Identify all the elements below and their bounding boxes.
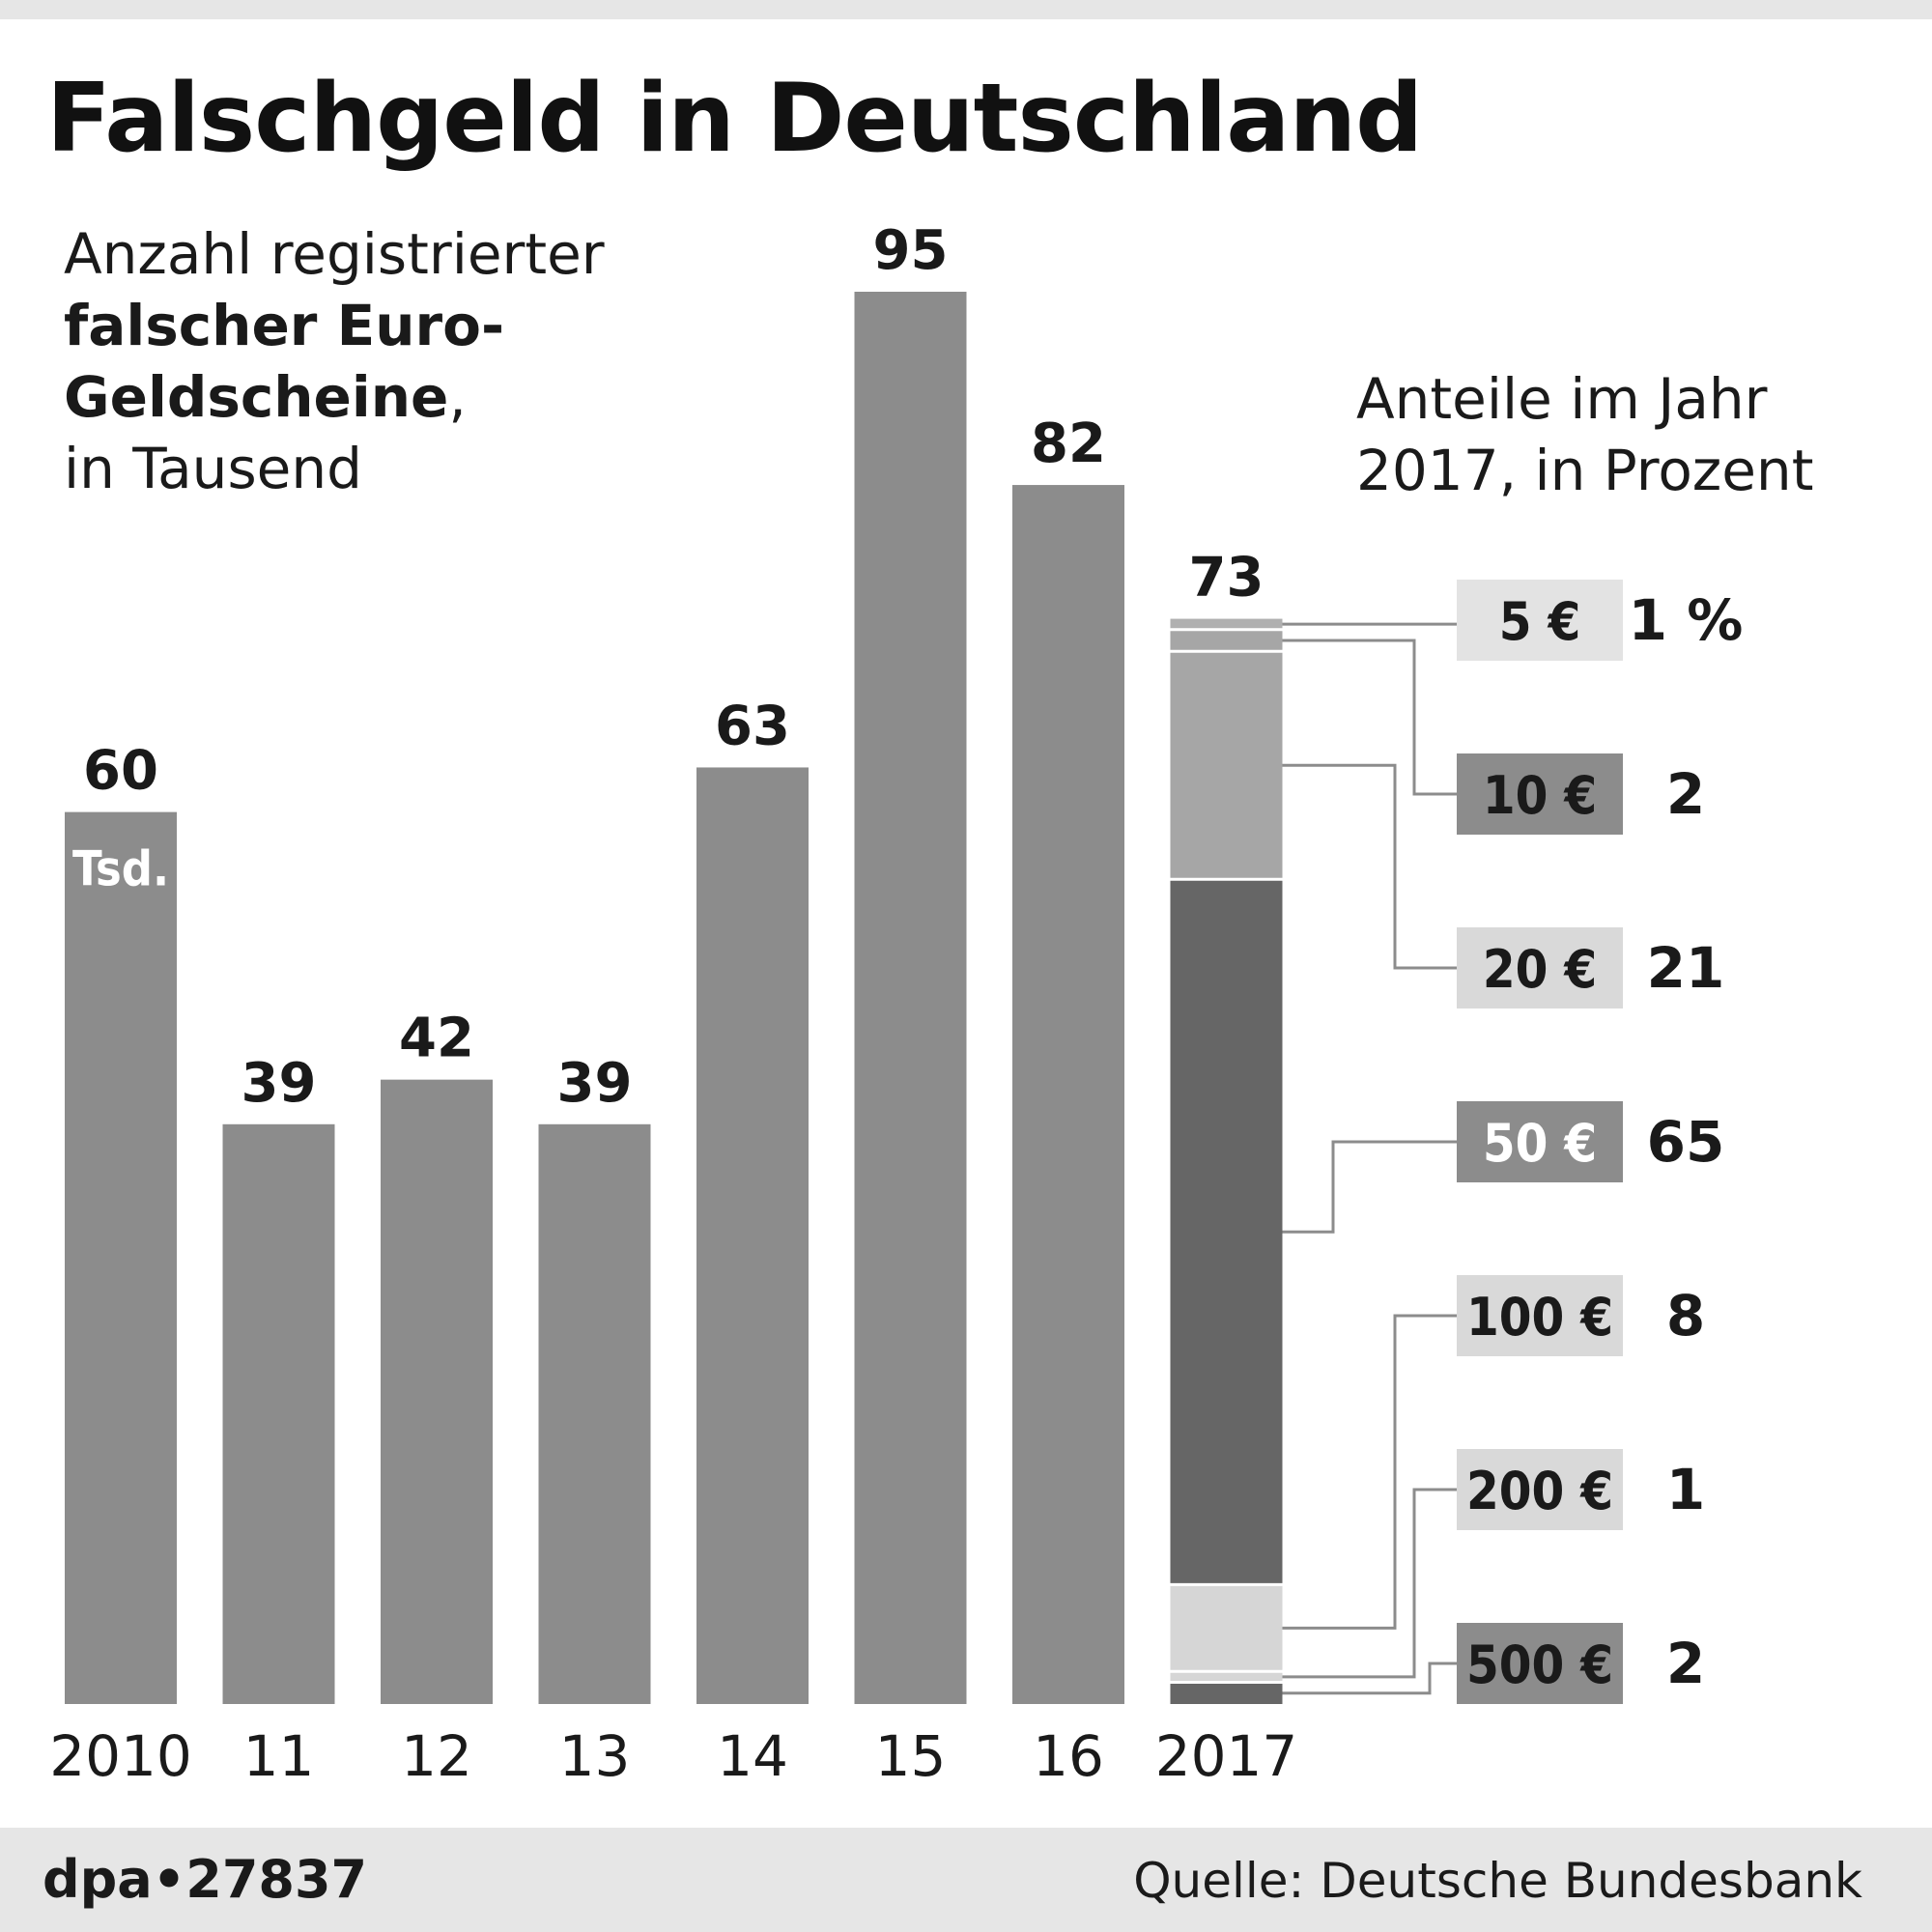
leader-line-3 <box>1282 1140 1457 1234</box>
percent-label-4: 8 <box>1666 1283 1705 1349</box>
bar-12 <box>381 1079 493 1704</box>
leader-line-5 <box>1282 1488 1457 1679</box>
denomination-label-1: 10 € <box>1483 765 1597 826</box>
percent-label-0: 1 % <box>1629 587 1744 653</box>
chart-title: Falschgeld in Deutschland <box>46 64 1423 174</box>
value-label-2010: 60 <box>83 740 158 803</box>
stack-segment-1 <box>1170 629 1283 652</box>
stack-segment-4 <box>1170 1584 1283 1672</box>
leader-line-1 <box>1282 639 1457 796</box>
subtitle-line-1: Anzahl registrierter <box>64 221 605 287</box>
percent-label-5: 1 <box>1666 1457 1705 1522</box>
denomination-label-5: 200 € <box>1466 1461 1613 1521</box>
category-label-16: 16 <box>1033 1723 1104 1789</box>
bar-13 <box>538 1123 651 1704</box>
stack-segment-0 <box>1170 618 1283 630</box>
shares-title: Anteile im Jahr 2017, in Prozent <box>1356 363 1813 506</box>
leader-line-6 <box>1282 1662 1457 1695</box>
subtitle-line-4: in Tausend <box>64 436 362 501</box>
percent-label-6: 2 <box>1666 1631 1705 1696</box>
footer-bar <box>0 1828 1932 1932</box>
percent-label-1: 2 <box>1666 761 1705 827</box>
category-label-14: 14 <box>717 1723 788 1789</box>
stacked-bar-2017 <box>1170 618 1283 1704</box>
category-label-15: 15 <box>875 1723 947 1789</box>
value-label-11: 39 <box>242 1052 317 1115</box>
denomination-label-0: 5 € <box>1499 591 1581 652</box>
bars-layer: 60 2010 Tsd. 39 11 42 12 39 13 63 14 95 15 82 16 73 2017 <box>49 219 1297 1789</box>
leader-line-4 <box>1282 1314 1457 1630</box>
value-label-14: 63 <box>715 695 790 757</box>
denomination-label-3: 50 € <box>1483 1113 1597 1174</box>
denomination-box-3 <box>1457 1101 1623 1182</box>
bar-11 <box>222 1123 335 1704</box>
unit-label: Tsd. <box>72 841 169 897</box>
denomination-legend: 5 € 1 % 10 € 2 20 € 21 50 € 65 100 € 8 200 € 1 500 €… <box>1457 580 1743 1704</box>
stack-segment-5 <box>1170 1671 1283 1683</box>
bar-16 <box>1012 485 1124 1704</box>
stack-segment-3 <box>1170 879 1283 1585</box>
denomination-box-1 <box>1457 753 1623 835</box>
value-label-15: 95 <box>873 219 949 282</box>
category-label-13: 13 <box>559 1723 631 1789</box>
chart-subtitle: Anzahl registrierter falscher Euro- Geld… <box>64 218 605 504</box>
leader-lines <box>1282 618 1461 1695</box>
value-label-16: 82 <box>1031 412 1106 475</box>
stack-segment-6 <box>1170 1682 1283 1704</box>
category-label-12: 12 <box>401 1723 472 1789</box>
category-label-11: 11 <box>243 1723 315 1789</box>
shares-title-line-2: 2017, in Prozent <box>1356 438 1814 503</box>
top-rule <box>0 0 1932 19</box>
subtitle-line-3-tail: , <box>448 364 467 430</box>
value-label-12: 42 <box>399 1008 474 1070</box>
subtitle-line-2: falscher Euro- <box>64 293 505 358</box>
denomination-box-0 <box>1457 580 1623 661</box>
denomination-label-6: 500 € <box>1466 1634 1613 1695</box>
denomination-box-2 <box>1457 927 1623 1009</box>
category-label-2010: 2010 <box>49 1723 192 1789</box>
leader-line-0 <box>1282 618 1461 626</box>
denomination-box-5 <box>1457 1449 1623 1530</box>
percent-label-2: 21 <box>1647 935 1725 1001</box>
denomination-box-4 <box>1457 1275 1623 1356</box>
bar-14 <box>696 767 809 1704</box>
subtitle-line-3: Geldscheine <box>64 364 449 430</box>
denomination-label-4: 100 € <box>1466 1287 1613 1348</box>
category-label-2017: 2017 <box>1155 1723 1298 1789</box>
footer-id: dpa•27837 <box>43 1849 368 1910</box>
shares-title-line-1: Anteile im Jahr <box>1356 366 1768 432</box>
bar-2010 <box>65 811 177 1704</box>
stack-segment-2 <box>1170 651 1283 880</box>
denomination-box-6 <box>1457 1623 1623 1704</box>
footer-source: Quelle: Deutsche Bundesbank <box>1133 1853 1862 1909</box>
denomination-label-2: 20 € <box>1483 939 1597 1000</box>
leader-line-2 <box>1282 763 1457 970</box>
value-label-2017: 73 <box>1189 547 1264 610</box>
bar-15 <box>854 292 967 1704</box>
percent-label-3: 65 <box>1647 1109 1725 1175</box>
value-label-13: 39 <box>557 1052 633 1115</box>
